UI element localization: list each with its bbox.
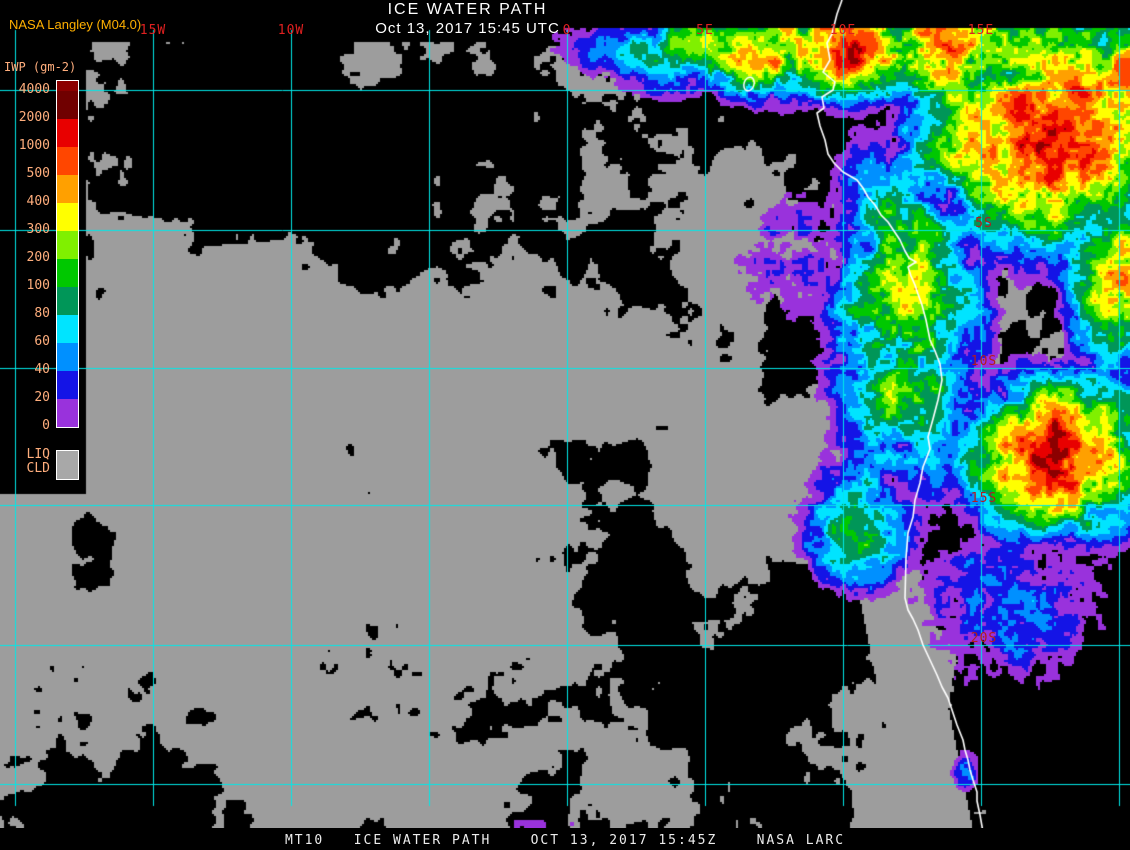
colorbar-segment [57, 315, 78, 343]
colorbar-tick: 300 [26, 222, 50, 237]
colorbar-tick: 1000 [18, 138, 50, 153]
colorbar-tick: 2000 [18, 110, 50, 125]
longitude-label: 10E [829, 23, 857, 38]
colorbar-segment [57, 343, 78, 371]
colorbar-segment [57, 287, 78, 315]
colorbar-tick: 200 [26, 250, 50, 265]
colorbar-segment [57, 231, 78, 259]
longitude-label: 0 [562, 23, 572, 38]
latitude-label: 5S [975, 216, 993, 231]
colorbar-tick: 60 [34, 334, 50, 349]
colorbar-segment [57, 91, 78, 119]
colorbar-tick: 4000 [18, 82, 50, 97]
status-bar-text: MT10 ICE WATER PATH OCT 13, 2017 15:45Z … [284, 833, 846, 848]
latitude-label: 20S [970, 631, 998, 646]
colorbar-segment [57, 147, 78, 175]
colorbar-segment [57, 119, 78, 147]
colorbar-tick: 80 [34, 306, 50, 321]
latitude-label: 15S [970, 491, 998, 506]
colorbar-cap-segment [57, 81, 78, 91]
colorbar-segment [57, 259, 78, 287]
colorbar-tick: 500 [26, 166, 50, 181]
longitude-label: 15W [139, 23, 167, 38]
longitude-label: 5E [696, 23, 714, 38]
colorbar-segment [57, 371, 78, 399]
status-bar: MT10 ICE WATER PATH OCT 13, 2017 15:45Z … [0, 828, 1130, 850]
colorbar-tick: 100 [26, 278, 50, 293]
latitude-label: 10S [970, 354, 998, 369]
colorbar-tick: 20 [34, 390, 50, 405]
colorbar-tick: 0 [42, 418, 50, 433]
longitude-label: 10W [277, 23, 305, 38]
liquid-cloud-swatch [56, 450, 79, 480]
colorbar-tick: 400 [26, 194, 50, 209]
liquid-cloud-label-line2: CLD [26, 461, 50, 476]
colorbar [56, 80, 79, 428]
longitude-label: 15E [967, 23, 995, 38]
colorbar-segment [57, 203, 78, 231]
liquid-cloud-label-line1: LIQ [26, 447, 50, 462]
colorbar-segment [57, 399, 78, 427]
colorbar-segment [57, 175, 78, 203]
colorbar-tick: 40 [34, 362, 50, 377]
